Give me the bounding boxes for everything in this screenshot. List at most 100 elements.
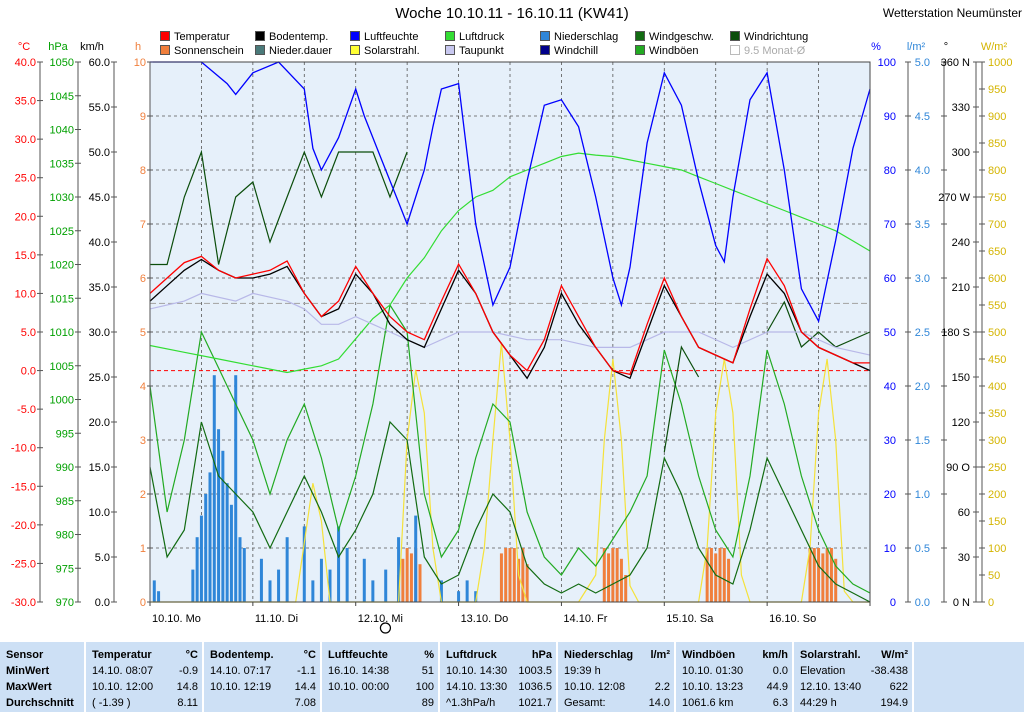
stats-row: 14.10. 13:30 1036.5 xyxy=(446,679,552,695)
pressure-axis-tick-label: 980 xyxy=(56,530,74,542)
legend-swatch xyxy=(445,45,455,55)
wind-axis-tick-label: 10.0 xyxy=(89,507,110,519)
rain-bar xyxy=(195,537,199,602)
stats-header: Niederschlag l/m² xyxy=(564,647,670,663)
direction-axis-tick-label: 330 xyxy=(952,102,970,114)
legend-item: Temperatur xyxy=(160,31,230,43)
pressure-axis-tick-label: 975 xyxy=(56,563,74,575)
solar-axis-tick-label: 300 xyxy=(988,435,1006,447)
solar-axis-tick-label: 350 xyxy=(988,408,1006,420)
temp-axis-tick-label: 0.0 xyxy=(21,366,36,378)
stats-header-label: Luftfeuchte xyxy=(328,649,388,661)
sunshine-bar xyxy=(401,558,405,602)
stats-cell-label: 10.10. 14:30 xyxy=(446,665,508,677)
stats-row: Durchschnitt xyxy=(6,695,80,711)
sunshine-bar xyxy=(808,548,812,602)
day-label: 12.10. Mi xyxy=(358,613,403,625)
wind-speed-line xyxy=(149,420,871,603)
stats-header-unit: hPa xyxy=(531,649,552,661)
stats-row: 12.10. 13:40 622 xyxy=(800,679,908,695)
solar-axis-tick-label: 1000 xyxy=(988,57,1012,69)
sunshine-bar xyxy=(817,548,821,602)
weather-chart: 40.035.030.025.020.015.010.05.00.0-5.0-1… xyxy=(11,41,1012,634)
stats-cell-label: 12.10. 13:40 xyxy=(800,681,862,693)
stats-header-label: Luftdruck xyxy=(446,649,497,661)
stats-row: 10.10. 12:19 14.4 xyxy=(210,679,316,695)
stats-header-unit: % xyxy=(424,649,434,661)
hours-axis-tick-label: 8 xyxy=(140,165,146,177)
rain-bar xyxy=(474,591,478,602)
sunshine-bar xyxy=(499,553,503,602)
stats-header: Luftfeuchte% xyxy=(328,647,434,663)
stats-row: 44:29 h 194.9 xyxy=(800,695,908,711)
stats-row: 16.10. 14:38 51 xyxy=(328,663,434,679)
rain-bar xyxy=(221,450,225,602)
stats-header: Bodentemp. °C xyxy=(210,647,316,663)
legend-label: Taupunkt xyxy=(459,45,504,57)
wind-axis-unit: km/h xyxy=(80,41,104,53)
wind-direction-line xyxy=(766,300,871,349)
legend-swatch xyxy=(445,31,455,41)
rain-bar xyxy=(319,558,323,602)
solar-axis-tick-label: 0 xyxy=(988,597,994,609)
wind-axis-tick-label: 50.0 xyxy=(89,147,110,159)
hours-axis-tick-label: 10 xyxy=(134,57,146,69)
legend-item: Bodentemp. xyxy=(255,31,328,43)
rain-bar xyxy=(268,580,272,602)
rain-bar xyxy=(345,548,349,602)
stats-row: 10.10. 01:30 0.0 xyxy=(682,663,788,679)
sunshine-bar xyxy=(508,548,512,602)
stats-header-unit: °C xyxy=(303,649,316,661)
legend-item: 9.5 Monat-Ø xyxy=(730,45,805,57)
pressure-axis-tick-label: 1030 xyxy=(50,192,74,204)
pressure-axis-tick-label: 1010 xyxy=(50,327,74,339)
rain-bar xyxy=(212,375,216,602)
legend-label: Luftdruck xyxy=(459,31,505,43)
temp-axis-tick-label: 25.0 xyxy=(15,173,36,185)
hours-axis-tick-label: 6 xyxy=(140,273,146,285)
stats-cell-value: 1021.7 xyxy=(518,697,552,709)
stats-cell-label: 10.10. 12:00 xyxy=(92,681,154,693)
sunshine-bar xyxy=(525,564,529,602)
stats-cell-value: 7.08 xyxy=(294,697,316,709)
sunshine-bar xyxy=(521,548,525,602)
day-label: 10.10. Mo xyxy=(152,613,201,625)
day-label: 14.10. Fr xyxy=(563,613,607,625)
wind-axis-tick-label: 40.0 xyxy=(89,237,110,249)
legend-swatch xyxy=(350,31,360,41)
stats-cell-label: 14.10. 13:30 xyxy=(446,681,508,693)
stats-cell-value: -1.1 xyxy=(297,665,316,677)
legend-label: Windböen xyxy=(649,45,699,57)
stats-cell-label: 44:29 h xyxy=(800,697,837,709)
legend-swatch xyxy=(160,45,170,55)
stats-header-label: Temperatur xyxy=(92,649,152,661)
stats-cell-value: 2.2 xyxy=(654,681,670,693)
temp-axis-tick-label: 30.0 xyxy=(15,134,36,146)
stats-row: MinWert xyxy=(6,663,80,679)
pressure-axis-tick-label: 990 xyxy=(56,462,74,474)
stats-cell-label: 16.10. 14:38 xyxy=(328,665,390,677)
stats-cell-label: 19:39 h xyxy=(564,665,601,677)
temp-axis-tick-label: -15.0 xyxy=(11,481,36,493)
stats-cell-value: -0.9 xyxy=(179,665,198,677)
wind-axis-tick-label: 55.0 xyxy=(89,102,110,114)
solar-axis-tick-label: 100 xyxy=(988,543,1006,555)
stats-cell-label: 10.10. 12:19 xyxy=(210,681,272,693)
pressure-axis-tick-label: 1045 xyxy=(50,91,74,103)
pressure-axis-tick-label: 1000 xyxy=(50,395,74,407)
solar-axis-tick-label: 850 xyxy=(988,138,1006,150)
rain-axis-tick-label: 1.0 xyxy=(915,489,930,501)
stats-row: 7.08 xyxy=(210,695,316,711)
temp-axis-tick-label: 15.0 xyxy=(15,250,36,262)
stats-row: Elevation -38.438 xyxy=(800,663,908,679)
direction-axis-tick-label: 150 xyxy=(952,372,970,384)
legend-label: 9.5 Monat-Ø xyxy=(744,45,806,57)
stats-row: ( -1.39 ) 8.11 xyxy=(92,695,198,711)
stats-header: Solarstrahl. W/m² xyxy=(800,647,908,663)
pressure-axis-tick-label: 1035 xyxy=(50,158,74,170)
direction-axis-tick-label: 120 xyxy=(952,417,970,429)
sunshine-bar xyxy=(517,558,521,602)
humidity-axis-tick-label: 10 xyxy=(884,543,896,555)
rain-axis-tick-label: 1.5 xyxy=(915,435,930,447)
temp-axis-unit: °C xyxy=(18,41,30,53)
